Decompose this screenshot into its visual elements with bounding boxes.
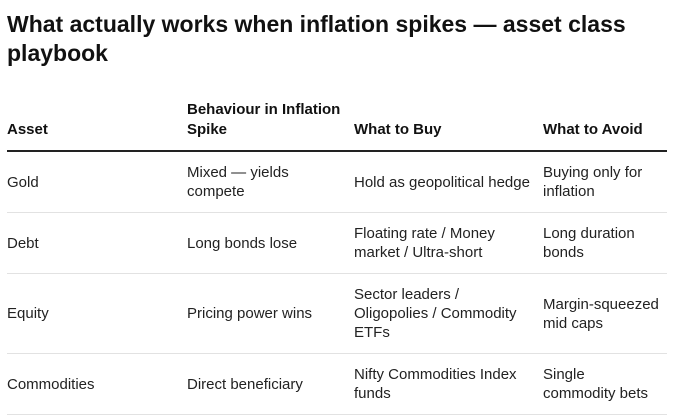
column-header: Behaviour in Inflation Spike — [187, 100, 354, 152]
table-cell: Long duration bonds — [543, 212, 667, 274]
table-cell: Single commodity bets — [543, 353, 667, 415]
title: What actually works when inflation spike… — [7, 11, 626, 66]
table-row: Equity Pricing power wins Sector leaders /… — [7, 273, 667, 354]
table: Asset Behaviour in Inflation Spike What to… — [7, 100, 667, 415]
table-cell: Mixed — yields compete — [187, 151, 354, 213]
column-header: What to Buy — [354, 100, 543, 152]
table-cell: Hold as geopolitical hedge — [354, 151, 543, 213]
column-header: Asset — [7, 100, 187, 152]
table-cell: Pricing power wins — [187, 273, 354, 354]
table-cell: Buying only for inflation — [543, 151, 667, 213]
table-row: Debt Long bonds lose Floating rate / Money… — [7, 212, 667, 274]
table-cell: Commodities — [7, 353, 187, 415]
table-row: Gold Mixed — yields compete Hold as geopol… — [7, 151, 667, 213]
table-cell: Equity — [7, 273, 187, 354]
column-header: What to Avoid — [543, 100, 667, 152]
table-head: Asset Behaviour in Inflation Spike What to… — [7, 100, 667, 152]
table-cell: Margin-squeezed mid caps — [543, 273, 667, 354]
table-row: Commodities Direct beneficiary Nifty Commo… — [7, 353, 667, 415]
header-row: Asset Behaviour in Inflation Spike What to… — [7, 100, 667, 152]
table-cell: Direct beneficiary — [187, 353, 354, 415]
table-cell: Long bonds lose — [187, 212, 354, 274]
table-cell: Gold — [7, 151, 187, 213]
table-cell: Sector leaders / Oligopolies / Commodity… — [354, 273, 543, 354]
table-body: Gold Mixed — yields compete Hold as geopol… — [7, 151, 667, 415]
table-cell: Debt — [7, 212, 187, 274]
table-cell: Nifty Commodities Index funds — [354, 353, 543, 415]
table-cell: Floating rate / Money market / Ultra-sho… — [354, 212, 543, 274]
